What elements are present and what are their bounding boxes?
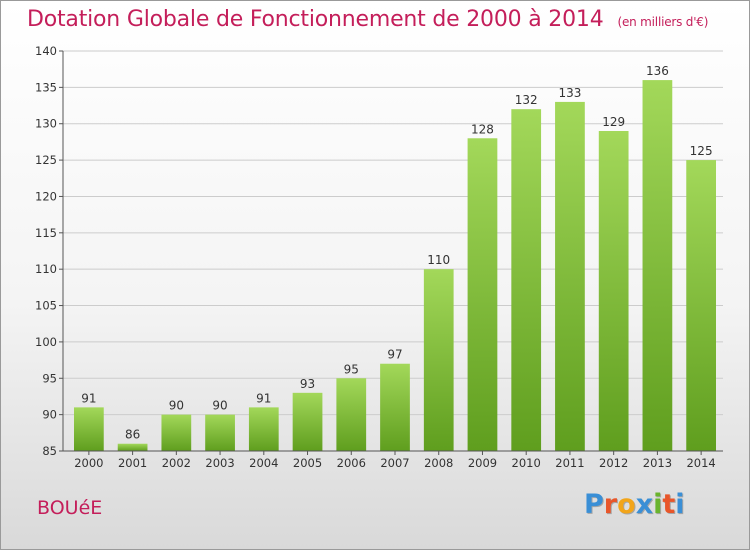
value-label-2012: 129 [602, 115, 625, 129]
value-label-2002: 90 [169, 399, 184, 413]
bar-2002 [161, 414, 192, 451]
value-label-2011: 133 [558, 86, 581, 100]
x-tick-label-2008: 2008 [424, 456, 453, 470]
y-tick-label: 105 [35, 299, 57, 313]
y-tick-label: 140 [35, 44, 57, 58]
value-label-2003: 90 [212, 399, 227, 413]
bar-2001 [117, 443, 148, 451]
x-tick-label-2010: 2010 [512, 456, 541, 470]
y-tick-label: 95 [42, 371, 57, 385]
proxiti-logo[interactable]: Proxiti [584, 489, 685, 520]
chart-unit: (en milliers d'€) [617, 15, 709, 29]
chart-title-text: Dotation Globale de Fonctionnement de 20… [27, 7, 604, 32]
bar-2008 [423, 269, 454, 451]
y-tick-label: 135 [35, 80, 57, 94]
y-tick-label: 110 [35, 262, 57, 276]
commune-name: BOUéE [37, 497, 103, 519]
x-tick-label-2004: 2004 [249, 456, 278, 470]
value-label-2008: 110 [427, 253, 450, 267]
x-tick-label-2012: 2012 [599, 456, 628, 470]
logo-letter: o [617, 489, 636, 520]
value-label-2010: 132 [515, 93, 538, 107]
y-tick-label: 90 [42, 408, 57, 422]
x-tick-label-2013: 2013 [643, 456, 672, 470]
value-label-2004: 91 [256, 391, 271, 405]
y-tick-label: 100 [35, 335, 57, 349]
x-tick-label-2001: 2001 [118, 456, 147, 470]
logo-letter: x [635, 489, 654, 520]
value-label-2013: 136 [646, 64, 669, 78]
y-tick-label: 120 [35, 189, 57, 203]
bar-2003 [205, 414, 235, 451]
bar-2010 [511, 109, 542, 451]
chart-title: Dotation Globale de Fonctionnement de 20… [27, 7, 708, 32]
logo-letter: i [675, 489, 685, 520]
x-tick-label-2006: 2006 [337, 456, 366, 470]
y-tick-label: 125 [35, 153, 57, 167]
x-tick-label-2002: 2002 [162, 456, 191, 470]
x-tick-label-2003: 2003 [205, 456, 234, 470]
bar-2013 [642, 80, 673, 451]
bar-2011 [555, 101, 585, 451]
value-label-2009: 128 [471, 122, 494, 136]
logo-letter: P [584, 489, 604, 520]
axes: 85 90 95 100 105 110 115 120 125 130 135 140 2000 200… [35, 44, 723, 470]
y-tick-label: 85 [42, 444, 57, 458]
x-tick-label-2011: 2011 [555, 456, 584, 470]
x-tick-label-2000: 2000 [74, 456, 103, 470]
bar-2000 [73, 407, 104, 451]
value-label-2014: 125 [690, 144, 713, 158]
bar-2014 [686, 160, 717, 451]
y-tick-label: 130 [35, 117, 57, 131]
x-tick-label-2007: 2007 [380, 456, 409, 470]
logo-letter: t [662, 489, 676, 520]
x-tick-label-2005: 2005 [293, 456, 322, 470]
logo-letter: i [653, 489, 663, 520]
bar-2004 [248, 407, 279, 451]
value-label-2007: 97 [387, 348, 402, 362]
bar-2005 [292, 392, 323, 451]
bar-2009 [467, 138, 498, 452]
y-tick-label: 115 [35, 226, 57, 240]
value-label-2000: 91 [81, 391, 96, 405]
value-label-2005: 93 [300, 377, 315, 391]
logo-letter: r [603, 489, 618, 520]
bar-2007 [380, 363, 410, 451]
bar-2006 [336, 378, 367, 451]
value-label-2006: 95 [344, 362, 359, 376]
bar-2012 [598, 131, 629, 451]
bars: 91 86 90 90 91 93 95 97 110 128 132 133 129 136 125 [73, 64, 717, 452]
value-label-2001: 86 [125, 428, 140, 442]
x-tick-label-2014: 2014 [686, 456, 715, 470]
x-tick-label-2009: 2009 [468, 456, 497, 470]
